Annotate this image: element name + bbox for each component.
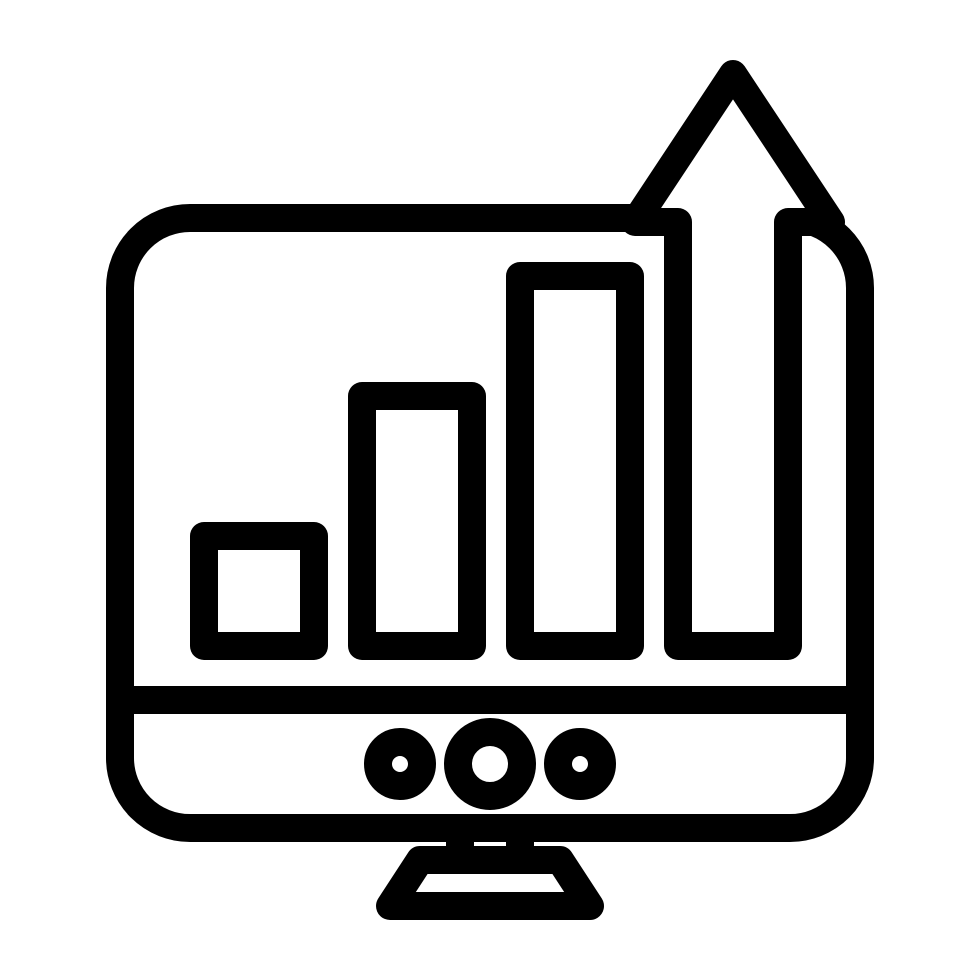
chart-bar-1	[204, 536, 314, 646]
monitor-growth-chart-icon	[0, 0, 980, 980]
monitor-button-center	[458, 732, 522, 796]
monitor-button-right	[558, 742, 602, 786]
chart-bar-2	[362, 396, 472, 646]
monitor-button-left	[378, 742, 422, 786]
chart-bar-3	[520, 276, 630, 646]
monitor-stand-base	[390, 860, 590, 906]
growth-arrow-icon	[635, 74, 831, 646]
